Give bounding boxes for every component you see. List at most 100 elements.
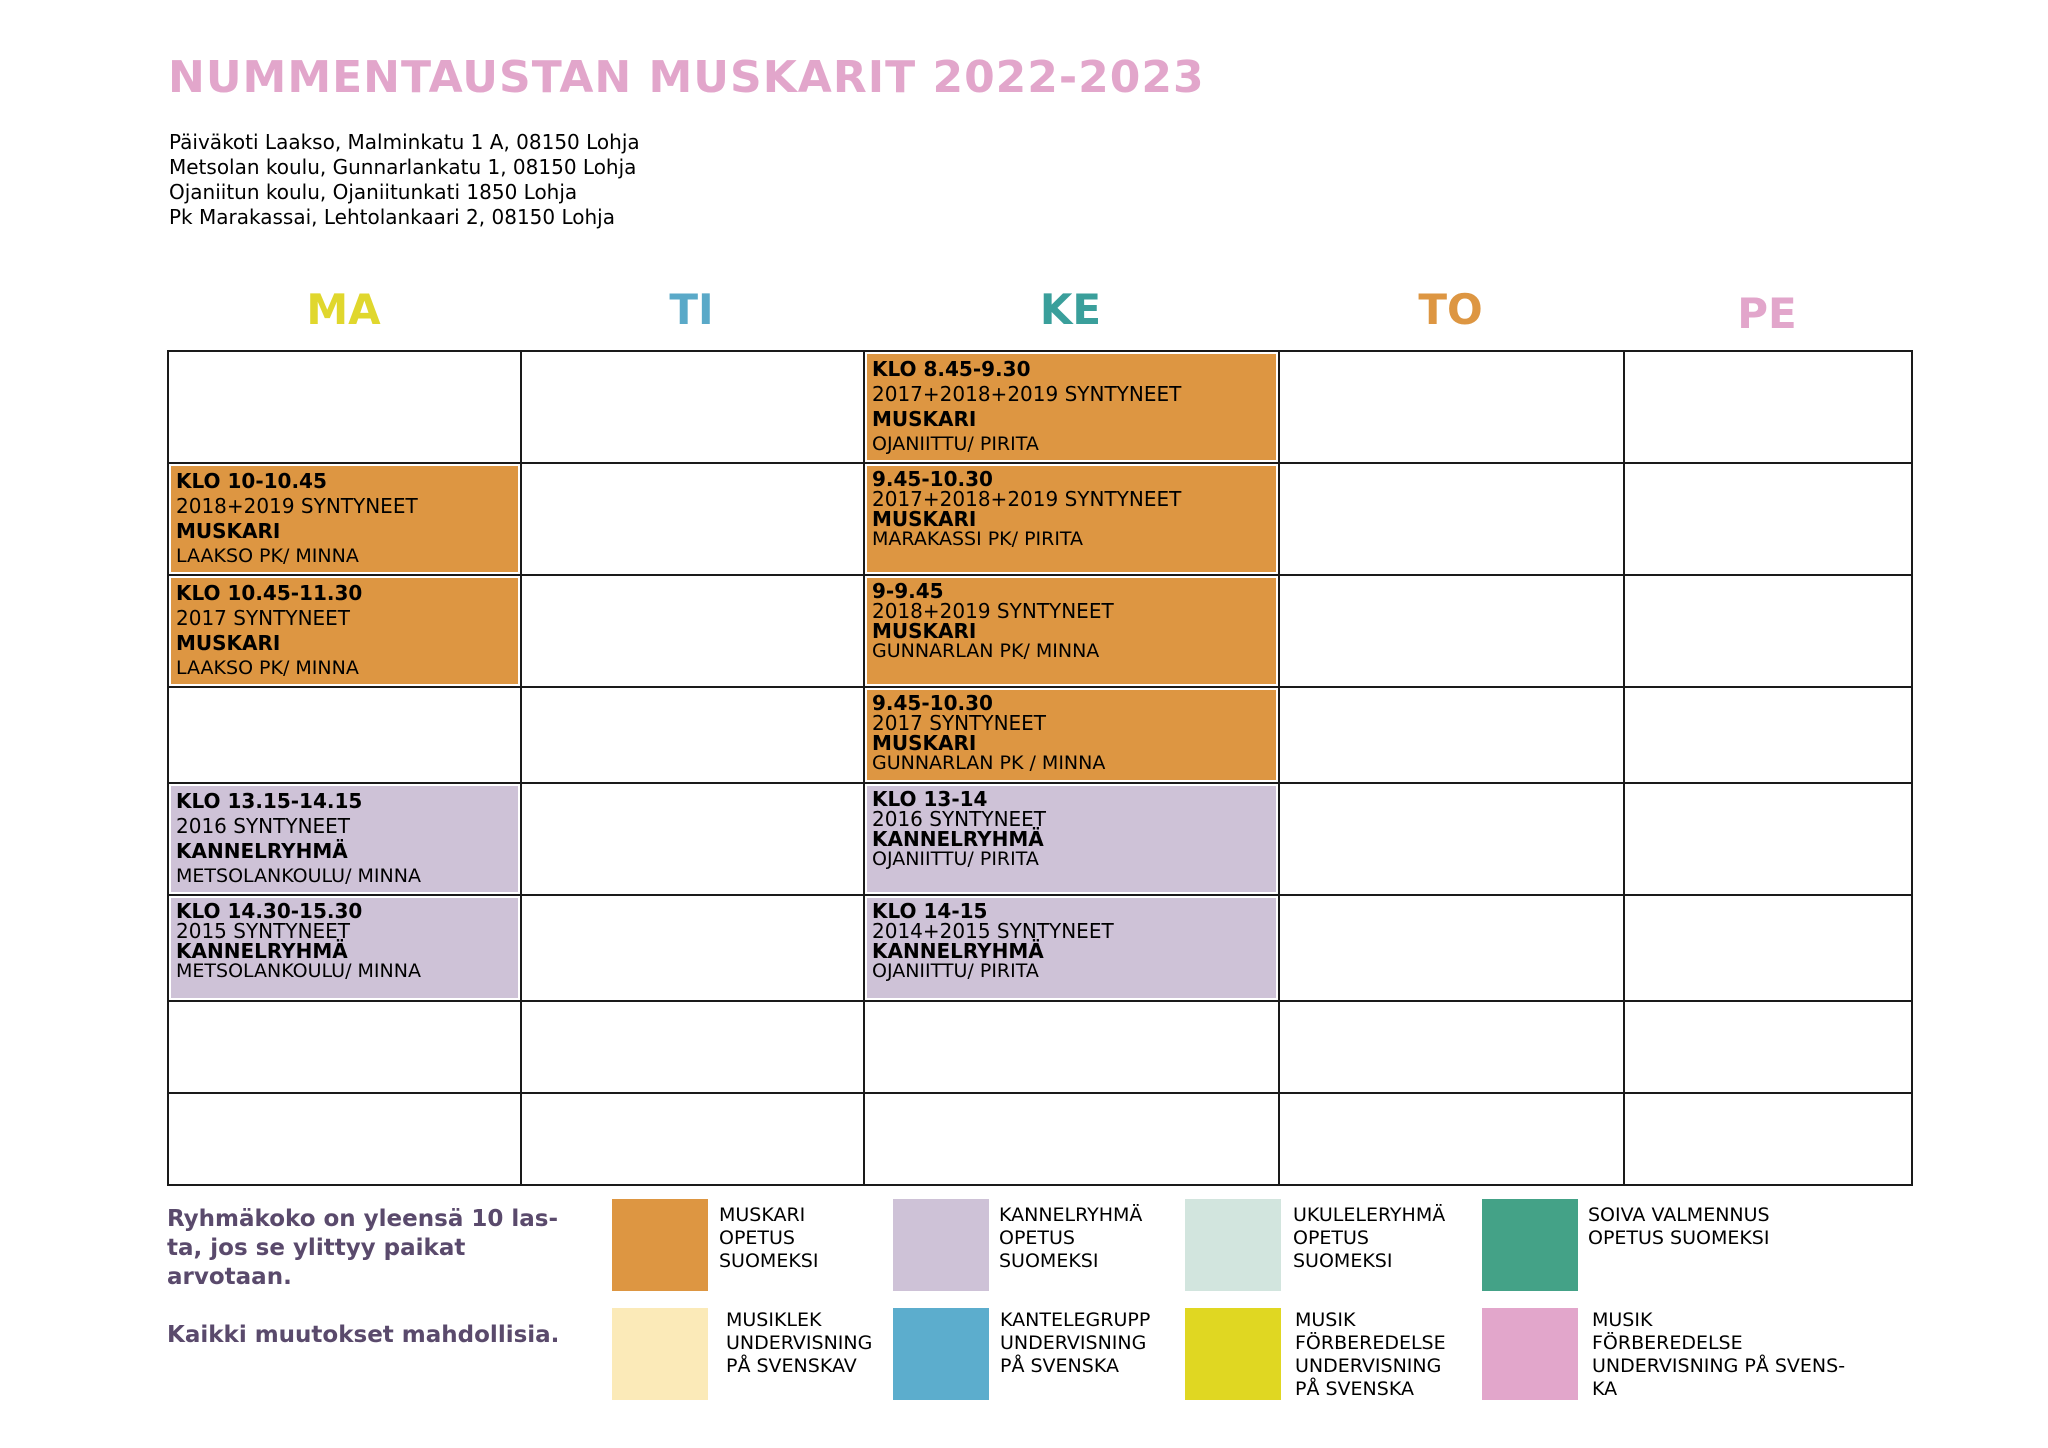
schedule-cell — [1278, 574, 1625, 688]
class-block: 9.45-10.30 2017 SYNTYNEET MUSKARI GUNNAR… — [867, 690, 1276, 780]
address-line: Päiväkoti Laakso, Malminkatu 1 A, 08150 … — [169, 130, 640, 154]
class-group: MUSKARI — [872, 731, 977, 755]
legend-swatch-musik-forberedelse — [1185, 1308, 1281, 1400]
class-age: 2016 SYNTYNEET — [872, 807, 1047, 831]
schedule-cell — [863, 1000, 1280, 1094]
schedule-cell — [1623, 574, 1913, 688]
day-header-ma: MA — [306, 285, 381, 334]
schedule-cell — [1278, 686, 1625, 784]
schedule-cell — [1623, 894, 1913, 1002]
class-block: KLO 14-15 2014+2015 SYNTYNEET KANNELRYHM… — [867, 898, 1276, 998]
schedule-cell: KLO 14.30-15.30 2015 SYNTYNEET KANNELRYH… — [167, 894, 522, 1002]
address-line: Ojaniitun koulu, Ojaniitunkati 1850 Lohj… — [169, 180, 578, 204]
schedule-cell — [520, 350, 865, 464]
legend-swatch-muskari — [612, 1199, 708, 1291]
schedule-cell — [1278, 782, 1625, 896]
class-time: KLO 8.45-9.30 — [872, 357, 1031, 381]
class-block: 9.45-10.30 2017+2018+2019 SYNTYNEET MUSK… — [867, 466, 1276, 572]
class-place: OJANIITTU/ PIRITA — [872, 960, 1039, 982]
group-size-note: Ryhmäkoko on yleensä 10 las- ta, jos se … — [167, 1205, 577, 1379]
class-group: MUSKARI — [872, 507, 977, 531]
class-age: 2017 SYNTYNEET — [872, 711, 1047, 735]
legend-label-kannelryhma: KANNELRYHMÄ OPETUS SUOMEKSI — [999, 1204, 1143, 1272]
class-group: KANNELRYHMÄ — [872, 827, 1044, 851]
class-block: KLO 10-10.45 2018+2019 SYNTYNEET MUSKARI… — [171, 466, 518, 572]
class-group: MUSKARI — [872, 407, 977, 431]
schedule-cell — [520, 894, 865, 1002]
class-age: 2015 SYNTYNEET — [176, 919, 351, 943]
class-time: 9.45-10.30 — [872, 467, 993, 491]
class-age: 2016 SYNTYNEET — [176, 814, 351, 838]
page-title: NUMMENTAUSTAN MUSKARIT 2022-2023 — [168, 52, 1205, 103]
legend-swatch-kantelegrupp — [893, 1308, 989, 1400]
schedule-cell — [520, 686, 865, 784]
legend-swatch-musik-forberedelse-pink — [1482, 1308, 1578, 1400]
class-time: KLO 14.30-15.30 — [176, 899, 363, 923]
legend-label-musik-forberedelse-pink: MUSIK FÖRBEREDELSE UNDERVISNING PÅ SVENS… — [1592, 1309, 1846, 1400]
class-place: GUNNARLAN PK/ MINNA — [872, 640, 1100, 662]
schedule-cell — [1623, 782, 1913, 896]
class-block: KLO 10.45-11.30 2017 SYNTYNEET MUSKARI L… — [171, 578, 518, 684]
group-size-text: Ryhmäkoko on yleensä 10 las- ta, jos se … — [167, 1206, 558, 1290]
schedule-cell — [1278, 1000, 1625, 1094]
schedule-cell — [1278, 462, 1625, 576]
class-age: 2017+2018+2019 SYNTYNEET — [872, 382, 1182, 406]
day-header-ti: TI — [669, 285, 714, 334]
legend-swatch-musiklek — [612, 1308, 708, 1400]
class-place: MARAKASSI PK/ PIRITA — [872, 528, 1084, 550]
legend-label-muskari: MUSKARI OPETUS SUOMEKSI — [719, 1204, 819, 1272]
class-place: OJANIITTU/ PIRITA — [872, 848, 1039, 870]
class-place: METSOLANKOULU/ MINNA — [176, 865, 421, 887]
legend-label-musiklek: MUSIKLEK UNDERVISNING PÅ SVENSKAV — [726, 1309, 873, 1377]
schedule-cell — [520, 462, 865, 576]
schedule-cell — [1278, 894, 1625, 1002]
schedule-cell: KLO 8.45-9.30 2017+2018+2019 SYNTYNEET M… — [863, 350, 1280, 464]
class-time: KLO 13-14 — [872, 787, 988, 811]
address-line: Pk Marakassai, Lehtolankaari 2, 08150 Lo… — [169, 205, 615, 229]
schedule-cell — [1623, 350, 1913, 464]
schedule-cell — [1278, 350, 1625, 464]
class-group: KANNELRYHMÄ — [176, 939, 348, 963]
class-time: KLO 14-15 — [872, 899, 988, 923]
schedule-cell: 9.45-10.30 2017 SYNTYNEET MUSKARI GUNNAR… — [863, 686, 1280, 784]
schedule-cell: KLO 13-14 2016 SYNTYNEET KANNELRYHMÄ OJA… — [863, 782, 1280, 896]
class-block: 9-9.45 2018+2019 SYNTYNEET MUSKARI GUNNA… — [867, 578, 1276, 684]
address-list: Päiväkoti Laakso, Malminkatu 1 A, 08150 … — [169, 130, 640, 230]
day-header-pe: PE — [1737, 289, 1797, 338]
schedule-table: KLO 8.45-9.30 2017+2018+2019 SYNTYNEET M… — [167, 350, 1913, 1186]
class-group: MUSKARI — [176, 631, 281, 655]
class-block: KLO 13-14 2016 SYNTYNEET KANNELRYHMÄ OJA… — [867, 786, 1276, 892]
class-group: MUSKARI — [872, 619, 977, 643]
legend-label-soiva-valmennus: SOIVA VALMENNUS OPETUS SUOMEKSI — [1588, 1204, 1770, 1249]
schedule-cell — [1278, 1092, 1625, 1186]
class-age: 2014+2015 SYNTYNEET — [872, 919, 1114, 943]
schedule-cell — [167, 686, 522, 784]
legend-swatch-soiva-valmennus — [1482, 1199, 1578, 1291]
class-age: 2018+2019 SYNTYNEET — [872, 599, 1114, 623]
schedule-cell — [167, 350, 522, 464]
class-block: KLO 14.30-15.30 2015 SYNTYNEET KANNELRYH… — [171, 898, 518, 998]
schedule-cell — [1623, 1092, 1913, 1186]
class-age: 2018+2019 SYNTYNEET — [176, 494, 418, 518]
class-block: KLO 13.15-14.15 2016 SYNTYNEET KANNELRYH… — [171, 786, 518, 892]
class-time: 9-9.45 — [872, 579, 944, 603]
schedule-cell — [520, 1000, 865, 1094]
class-time: KLO 10-10.45 — [176, 469, 327, 493]
schedule-cell — [863, 1092, 1280, 1186]
legend-swatch-kannelryhma — [893, 1199, 989, 1291]
schedule-cell — [167, 1000, 522, 1094]
schedule-cell — [520, 1092, 865, 1186]
class-time: KLO 10.45-11.30 — [176, 581, 363, 605]
class-place: LAAKSO PK/ MINNA — [176, 545, 359, 567]
class-time: KLO 13.15-14.15 — [176, 789, 363, 813]
schedule-cell: KLO 13.15-14.15 2016 SYNTYNEET KANNELRYH… — [167, 782, 522, 896]
class-place: GUNNARLAN PK / MINNA — [872, 752, 1106, 774]
legend-label-musik-forberedelse: MUSIK FÖRBEREDELSE UNDERVISNING PÅ SVENS… — [1295, 1309, 1446, 1400]
schedule-cell — [1623, 462, 1913, 576]
schedule-cell: KLO 10-10.45 2018+2019 SYNTYNEET MUSKARI… — [167, 462, 522, 576]
class-place: METSOLANKOULU/ MINNA — [176, 960, 421, 982]
class-block: KLO 8.45-9.30 2017+2018+2019 SYNTYNEET M… — [867, 354, 1276, 460]
schedule-cell: KLO 10.45-11.30 2017 SYNTYNEET MUSKARI L… — [167, 574, 522, 688]
schedule-cell — [1623, 1000, 1913, 1094]
day-header-to: TO — [1418, 285, 1483, 334]
